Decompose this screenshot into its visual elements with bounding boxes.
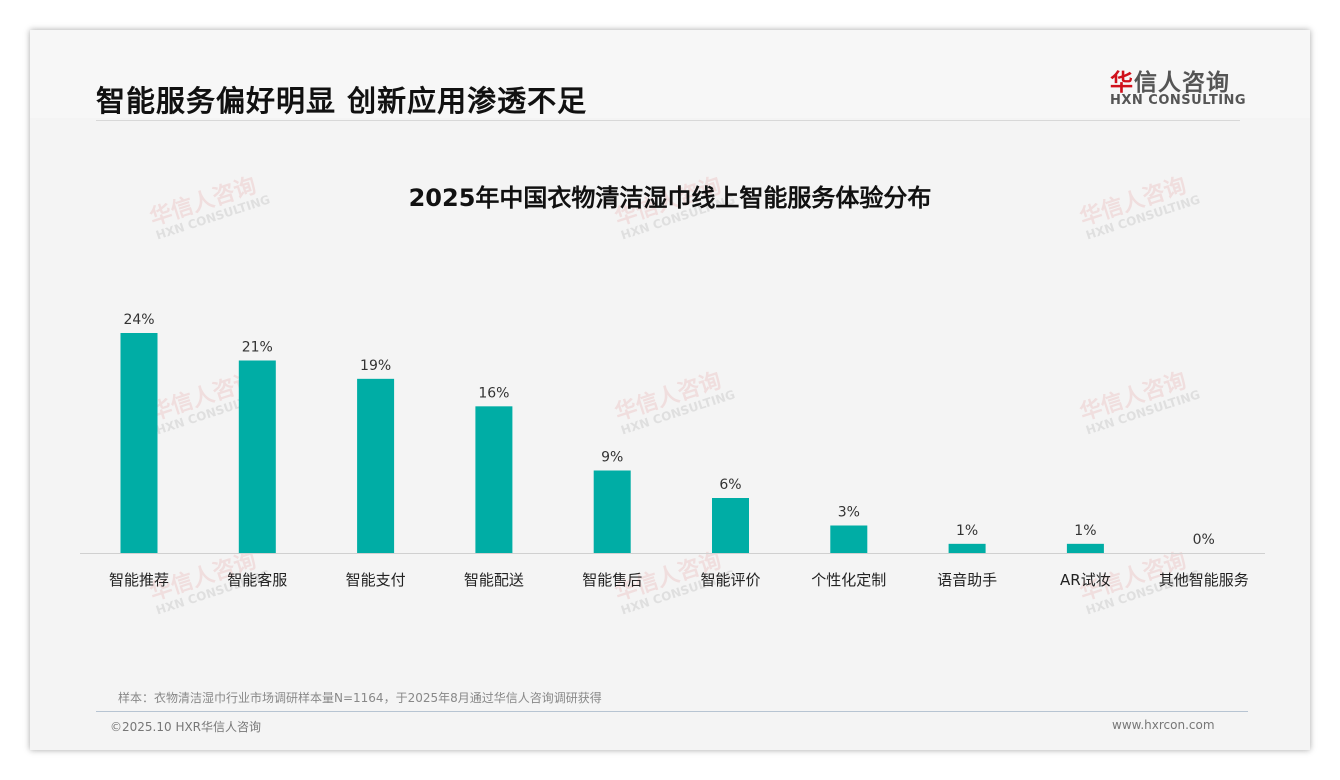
header-divider — [96, 120, 1240, 121]
data-label: 9% — [601, 450, 623, 466]
data-label: 3% — [838, 505, 860, 521]
category-label: AR试妆 — [1060, 571, 1111, 589]
category-label: 其他智能服务 — [1159, 571, 1249, 589]
page-title: 智能服务偏好明显 创新应用渗透不足 — [96, 84, 588, 118]
bar — [475, 406, 513, 553]
data-label: 1% — [956, 523, 978, 539]
data-label: 0% — [1193, 532, 1215, 548]
website-link[interactable]: www.hxrcon.com — [1112, 718, 1215, 732]
chart-title: 2025年中国衣物清洁湿巾线上智能服务体验分布 — [408, 184, 932, 212]
footer-divider — [96, 711, 1248, 712]
data-label: 16% — [478, 385, 509, 401]
logo-text: 信人咨询 — [1134, 70, 1230, 96]
bar-chart: 24% 智能推荐 21% 智能客服 19% 智能支付 16% 智能配送 9% 智能售后 6% 智能评价… — [80, 312, 1265, 589]
logo-red: 华 — [1110, 70, 1134, 96]
category-label: 个性化定制 — [811, 571, 886, 589]
sample-note: 样本：衣物清洁湿巾行业市场调研样本量N=1164，于2025年8月通过华信人咨询… — [118, 691, 602, 705]
data-label: 19% — [360, 358, 391, 374]
slide: 智能服务偏好明显 创新应用渗透不足 华信人咨询 HXN CONSULTING 华… — [30, 30, 1310, 750]
bar — [357, 378, 395, 553]
category-label: 智能评价 — [700, 571, 760, 589]
bar — [830, 525, 868, 553]
copyright: ©2025.10 HXR华信人咨询 — [110, 720, 262, 734]
logo-en: HXN CONSULTING — [1110, 93, 1247, 108]
bar — [948, 543, 986, 553]
data-label: 24% — [123, 312, 154, 328]
logo: 华信人咨询 — [1110, 63, 1230, 97]
category-label: 智能售后 — [582, 571, 642, 589]
bar — [712, 498, 749, 553]
data-label: 21% — [242, 340, 273, 356]
category-label: 智能支付 — [346, 571, 406, 589]
category-label: 智能推荐 — [109, 571, 169, 589]
bar — [238, 360, 276, 553]
category-label: 智能配送 — [464, 571, 524, 589]
bar — [593, 470, 631, 553]
data-label: 6% — [719, 477, 741, 493]
data-label: 1% — [1074, 523, 1096, 539]
category-label: 智能客服 — [227, 571, 287, 589]
category-label: 语音助手 — [937, 571, 997, 589]
bar — [120, 333, 158, 553]
header — [30, 30, 1310, 118]
bar — [1066, 543, 1104, 553]
